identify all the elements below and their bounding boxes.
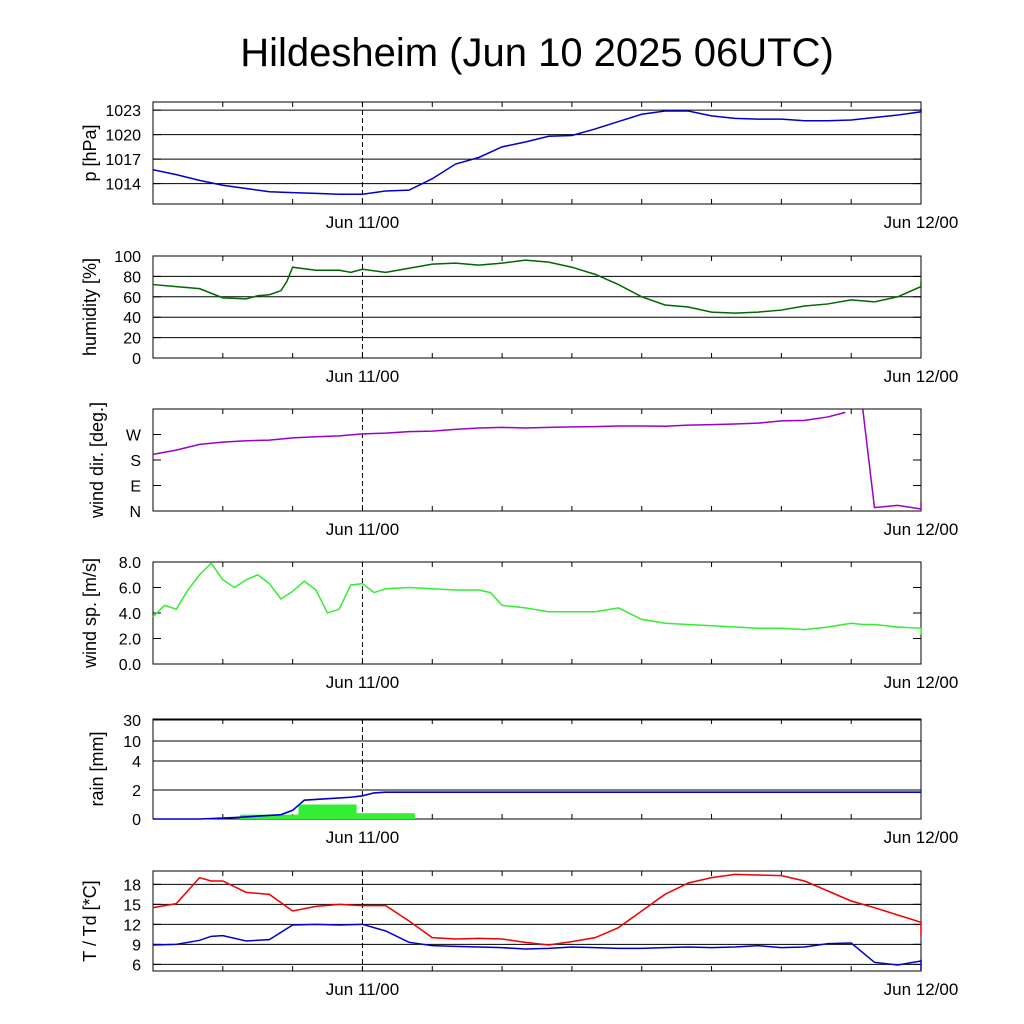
rain-x-tick-label: Jun 12/00 (884, 828, 959, 847)
temperature-y-tick-label: 6 (132, 957, 141, 974)
wind_direction-x-tick-label: Jun 11/00 (326, 520, 399, 539)
wind_direction-y-tick-label: N (129, 504, 141, 521)
rain-cumulative-line (153, 791, 921, 820)
temperature-x-tick-label: Jun 11/00 (326, 980, 399, 999)
pressure-series-0-line (152, 108, 922, 195)
humidity-y-tick-label: 40 (123, 310, 141, 327)
humidity-y-tick-label: 100 (114, 249, 141, 266)
wind_speed-series-0-line (152, 562, 922, 635)
temperature-series-1-line (152, 923, 922, 971)
wind_direction-y-tick-label: S (130, 453, 141, 470)
rain-bar (298, 804, 357, 819)
wind_speed-x-tick-label: Jun 11/00 (326, 673, 399, 692)
wind_direction-y-axis-label: wind dir. [deg.] (87, 402, 107, 519)
wind_direction-y-tick-label: E (130, 479, 141, 496)
humidity-y-tick-label: 20 (123, 331, 141, 348)
pressure-y-tick-label: 1017 (105, 152, 141, 169)
temperature-y-tick-label: 12 (123, 917, 141, 934)
wind_direction-x-tick-label: Jun 12/00 (884, 520, 959, 539)
pressure-y-tick-label: 1014 (105, 177, 141, 194)
wind_direction-series-0-line (862, 409, 922, 510)
pressure-y-axis-label: p [hPa] (80, 124, 100, 181)
wind_speed-y-tick-label: 4.0 (119, 606, 141, 623)
wind_speed-x-tick-label: Jun 12/00 (884, 673, 959, 692)
temperature-y-tick-label: 18 (123, 877, 141, 894)
wind_direction-frame (152, 408, 922, 512)
humidity-x-tick-label: Jun 12/00 (884, 367, 959, 386)
pressure-x-tick-label: Jun 12/00 (884, 213, 959, 232)
rain-y-axis-label: rain [mm] (87, 731, 107, 806)
humidity-y-tick-label: 60 (123, 290, 141, 307)
pressure-x-tick-label: Jun 11/00 (326, 213, 399, 232)
humidity-y-tick-label: 0 (132, 351, 141, 368)
humidity-x-tick-label: Jun 11/00 (326, 367, 399, 386)
wind_speed-y-tick-label: 2.0 (119, 632, 141, 649)
rain-y-tick-label: 0 (132, 812, 141, 829)
rain-frame (152, 718, 922, 820)
temperature-series-0-line (152, 873, 922, 946)
humidity-series-0-line (152, 259, 922, 314)
wind_speed-y-axis-label: wind sp. [m/s] (80, 558, 100, 669)
temperature-y-tick-label: 15 (123, 897, 141, 914)
temperature-x-tick-label: Jun 12/00 (884, 980, 959, 999)
wind_direction-y-tick-label: W (126, 428, 142, 445)
pressure-frame (152, 101, 922, 205)
temperature-y-axis-label: T / Td [*C] (80, 880, 100, 961)
wind_speed-y-tick-label: 6.0 (119, 581, 141, 598)
pressure-y-tick-label: 1020 (105, 128, 141, 145)
rain-y-tick-label: 2 (132, 783, 141, 800)
wind_speed-frame (152, 561, 922, 665)
rain-y-tick-label: 30 (123, 713, 141, 730)
humidity-y-tick-label: 80 (123, 269, 141, 286)
temperature-y-tick-label: 9 (132, 937, 141, 954)
rain-y-tick-label: 10 (123, 734, 141, 751)
wind_speed-y-tick-label: 0.0 (119, 657, 141, 674)
humidity-frame (152, 255, 922, 359)
wind_direction-series-0-line (152, 411, 846, 456)
wind_speed-y-tick-label: 8.0 (119, 555, 141, 572)
rain-bar (356, 813, 415, 819)
humidity-y-axis-label: humidity [%] (80, 258, 100, 356)
rain-x-tick-label: Jun 11/00 (326, 828, 399, 847)
rain-bar (240, 814, 299, 819)
chart-title: Hildesheim (Jun 10 2025 06UTC) (240, 31, 834, 75)
temperature-frame (152, 870, 922, 972)
rain-y-tick-label: 4 (132, 754, 141, 771)
pressure-y-tick-label: 1023 (105, 103, 141, 120)
